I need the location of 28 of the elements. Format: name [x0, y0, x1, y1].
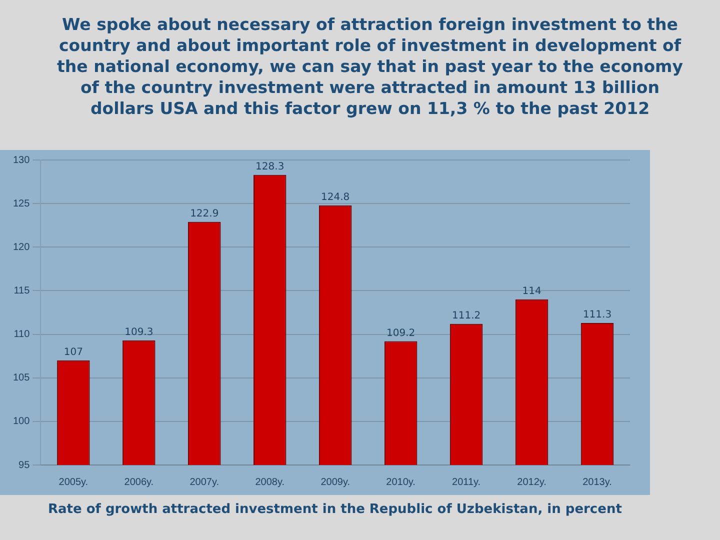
x-tick-label: 2007y. [190, 476, 220, 488]
data-label: 109.2 [386, 328, 416, 339]
y-tick-label: 120 [12, 242, 30, 253]
x-tick-label: 2009y. [320, 476, 350, 488]
x-tick-label: 2005y. [58, 476, 88, 488]
x-tick-label: 2012y. [517, 476, 546, 488]
x-tick-label: 2006y. [124, 476, 154, 488]
x-tick-label: 2011y. [452, 476, 481, 488]
x-tick-label: 2008y. [255, 476, 285, 488]
data-label: 114 [522, 286, 542, 298]
data-label: 111.2 [452, 310, 481, 322]
data-label: 109.3 [124, 326, 154, 338]
y-tick-label: 110 [14, 329, 30, 340]
y-tick-label: 125 [12, 198, 30, 210]
y-tick-label: 100 [12, 416, 30, 428]
y-tick-label: 105 [12, 372, 30, 384]
text: Rate of growth attracted investment in the Republic of Uzbekistan, in percent [48, 502, 622, 517]
y-tick-label: 130 [12, 154, 30, 166]
data-label: 111.3 [582, 310, 612, 321]
data-label: 128.3 [256, 161, 284, 172]
y-tick-label: 95 [18, 460, 30, 471]
x-tick-label: 2010y. [386, 476, 416, 488]
chart-title: We spoke about necessary of attraction foreign investment to the country and about important role of investment in development of the national economy, we can say that in past year to the economy of the country investment were attracted in amount 13 billion dollars USA and this factor grew on 11,3 % to the past 2012 [56, 14, 684, 119]
data-label: 107 [64, 347, 83, 358]
data-label: 122.9 [190, 208, 219, 220]
data-label: 124.8 [321, 192, 350, 203]
y-tick-label: 115 [14, 285, 30, 296]
x-tick-label: 2013y. [582, 476, 612, 488]
